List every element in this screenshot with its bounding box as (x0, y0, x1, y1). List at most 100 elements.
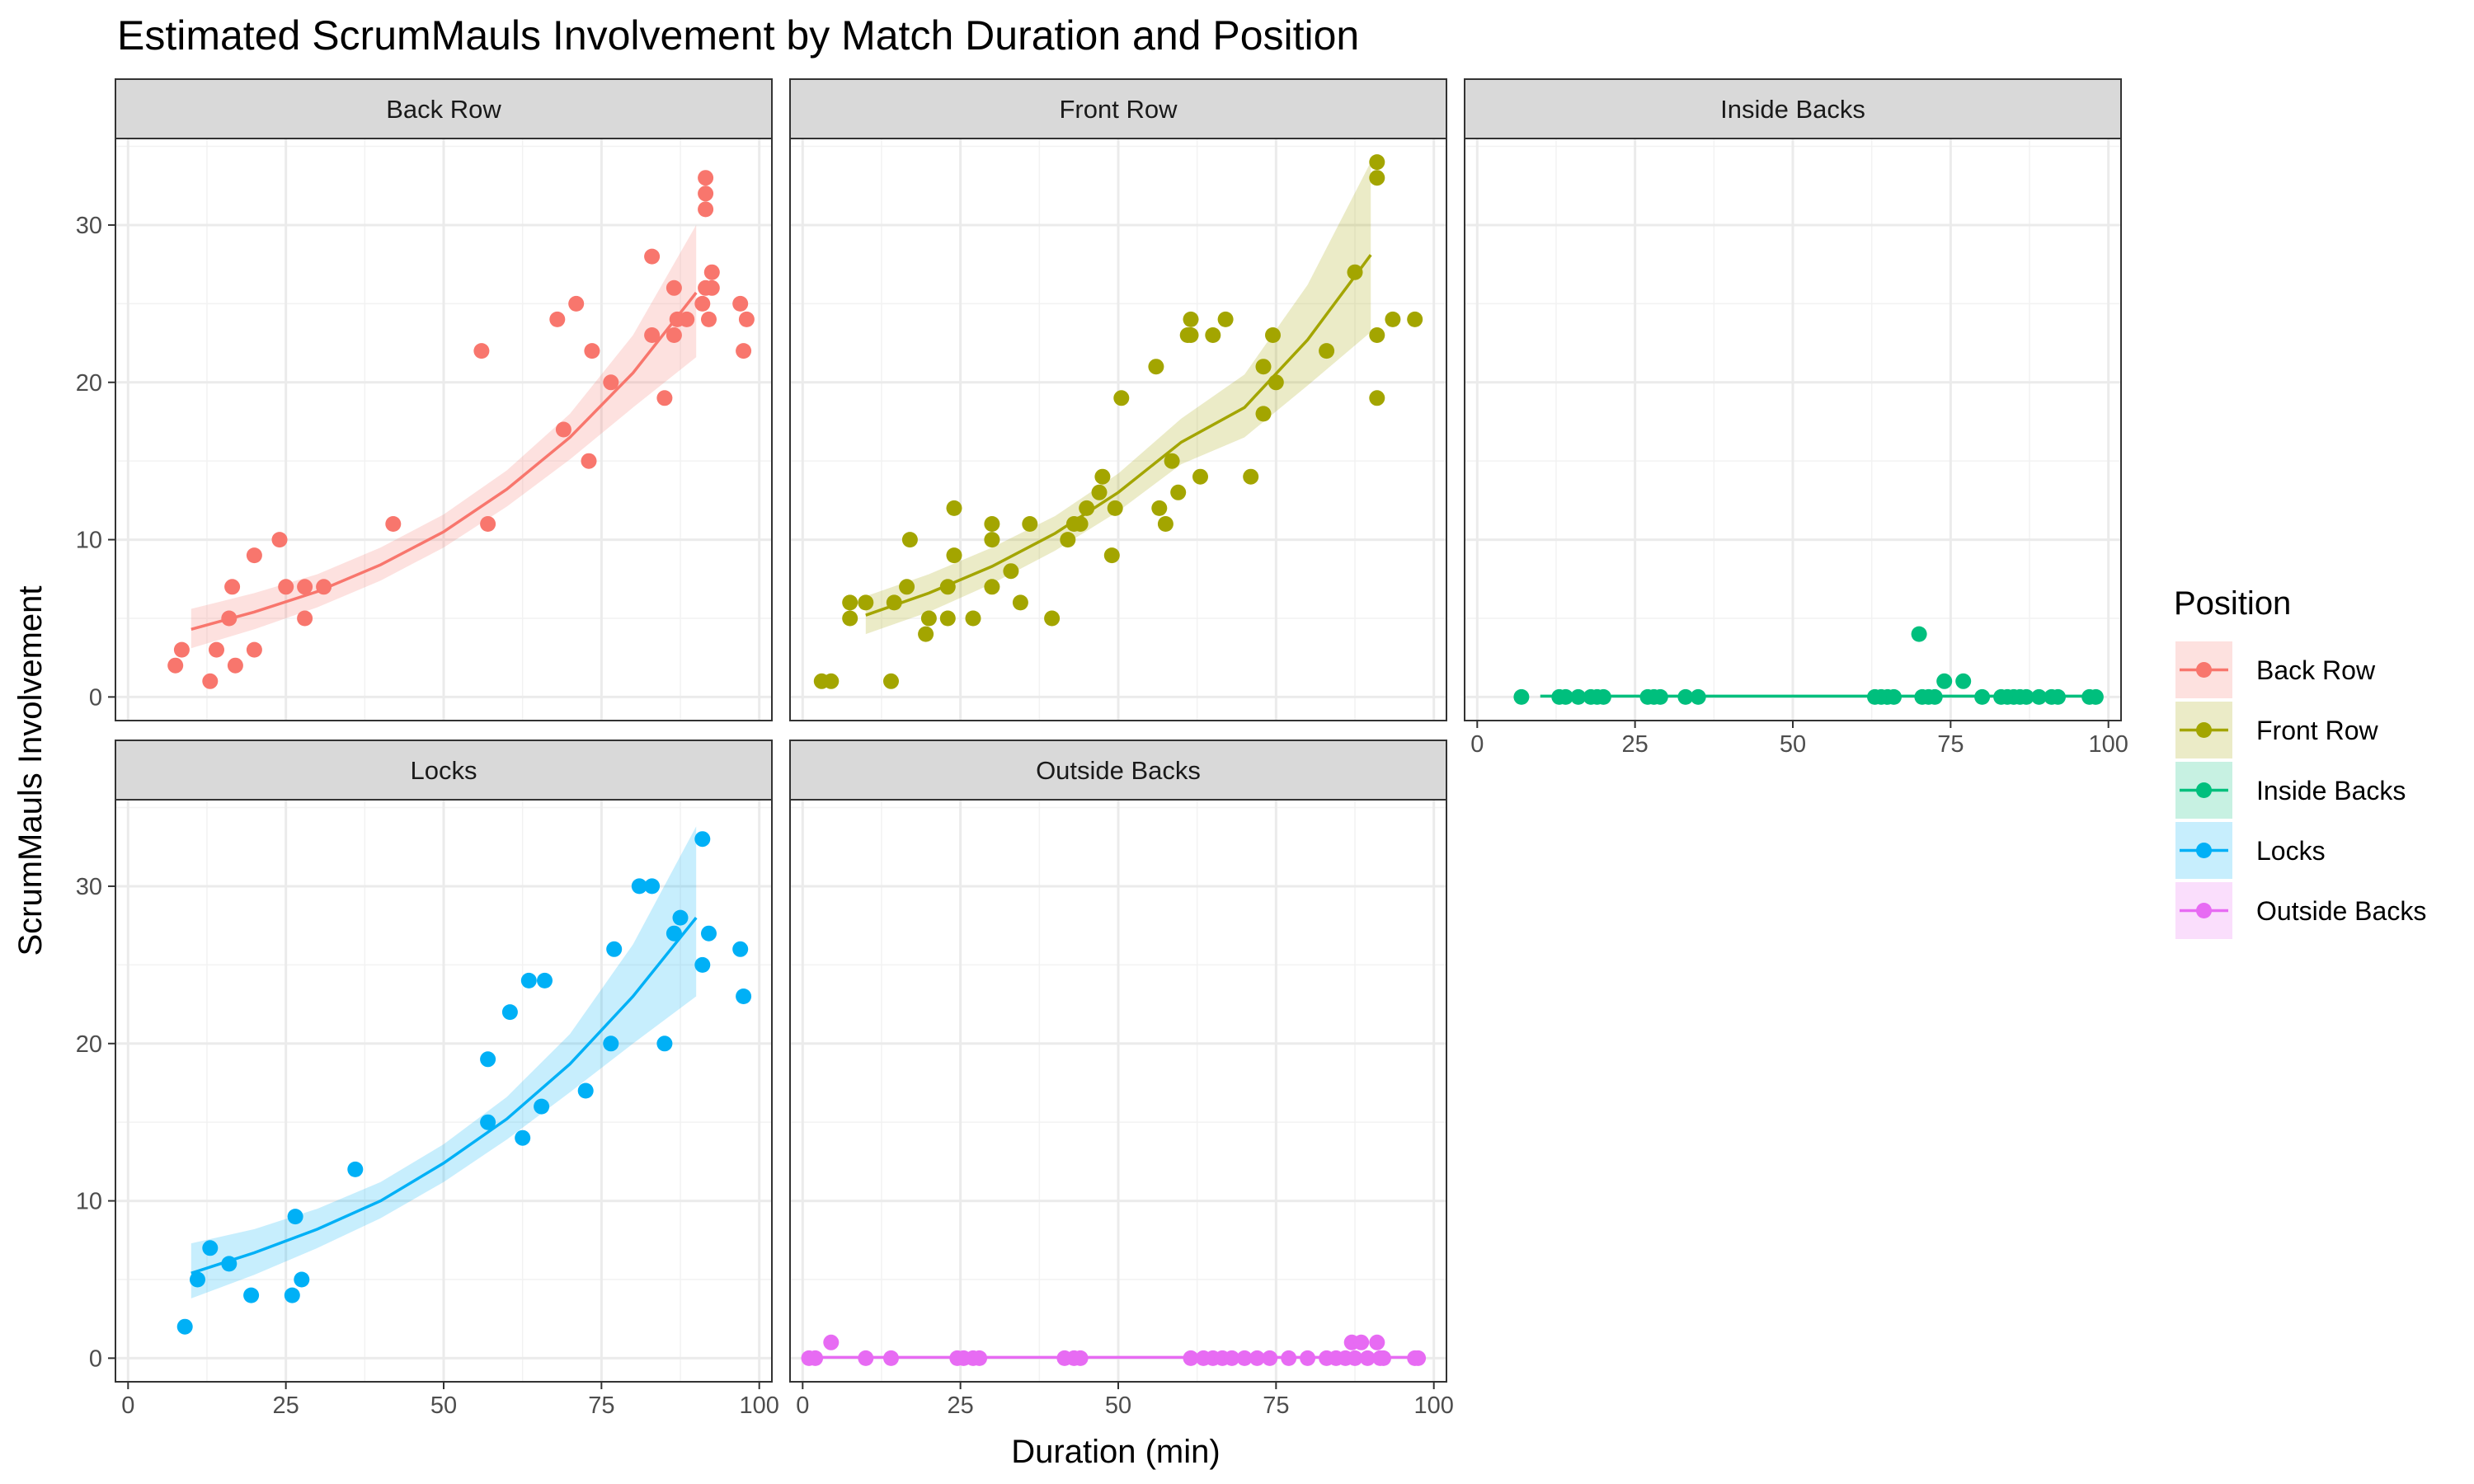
data-point (736, 343, 752, 359)
legend-label: Back Row (2256, 655, 2376, 685)
gridlines (790, 139, 1446, 721)
legend-key-point (2196, 722, 2212, 738)
data-point (631, 878, 647, 895)
data-point (2087, 688, 2104, 705)
data-point (243, 1287, 260, 1303)
data-point (971, 1350, 988, 1366)
data-point (271, 532, 288, 548)
data-point (823, 673, 840, 689)
data-point (1091, 484, 1108, 500)
data-point (984, 579, 1000, 595)
facet-strip (115, 78, 773, 139)
data-point (901, 532, 918, 548)
data-point (1164, 453, 1180, 469)
data-point (297, 579, 313, 595)
data-point (224, 579, 241, 595)
data-point (1072, 1350, 1089, 1366)
data-point (1268, 374, 1284, 391)
facet-outside-backs: Outside Backs 0 25 50 75 100 (789, 740, 1454, 1419)
data-point (644, 878, 661, 895)
data-point (549, 311, 566, 327)
legend-key-point (2196, 782, 2212, 798)
data-point (694, 956, 711, 973)
data-point (227, 657, 243, 674)
data-point (1262, 1350, 1278, 1366)
legend-label: Outside Backs (2256, 896, 2426, 926)
data-point (701, 925, 717, 942)
data-point (555, 421, 571, 438)
data-point (732, 941, 749, 957)
data-point (703, 264, 720, 280)
data-point (807, 1350, 824, 1366)
data-point (984, 516, 1000, 532)
x-tick-label: 75 (588, 1392, 614, 1419)
data-point (1072, 516, 1089, 532)
data-point (899, 579, 915, 595)
data-point (694, 831, 711, 848)
data-point (1183, 311, 1199, 327)
data-point (1369, 1334, 1385, 1350)
data-point (1224, 1350, 1240, 1366)
legend-item-locks: Locks (2175, 822, 2326, 879)
y-tick-label: 30 (76, 874, 102, 900)
points-locks (176, 831, 752, 1335)
points-outside-backs (801, 1334, 1427, 1366)
data-point (1255, 359, 1272, 375)
x-tick-label: 75 (1263, 1392, 1289, 1419)
data-point (1369, 154, 1385, 171)
data-point (1595, 688, 1611, 705)
data-point (939, 610, 956, 627)
data-point (2018, 688, 2034, 705)
x-tick-label: 50 (430, 1392, 457, 1419)
data-point (1558, 688, 1573, 705)
x-tick-label: 25 (948, 1392, 974, 1419)
data-point (190, 1271, 205, 1288)
facet-back-row: Back Row 0 10 20 30 (76, 78, 773, 721)
data-point (858, 1350, 874, 1366)
data-point (606, 941, 623, 957)
data-point (480, 1114, 496, 1130)
data-point (1677, 688, 1694, 705)
facet-front-row: Front Row (789, 78, 1447, 721)
data-point (221, 1256, 238, 1272)
confidence-band-locks (190, 826, 697, 1298)
legend: Position Back Row Front Row Inside Backs Lo… (2174, 585, 2426, 939)
data-point (656, 390, 673, 406)
facet-strip (789, 78, 1447, 139)
data-point (918, 626, 934, 642)
data-point (385, 516, 402, 532)
x-tick-label: 50 (1105, 1392, 1131, 1419)
data-point (167, 657, 184, 674)
data-point (666, 925, 682, 942)
data-point (1060, 532, 1076, 548)
data-point (656, 1036, 673, 1052)
data-point (603, 1036, 619, 1052)
y-tick-label: 20 (76, 370, 102, 397)
facet-strip-label: Front Row (1060, 95, 1178, 124)
data-point (1157, 516, 1174, 532)
data-point (736, 989, 752, 1004)
data-point (1113, 390, 1130, 406)
data-point (1652, 688, 1668, 705)
facet-strip (789, 740, 1447, 801)
data-point (644, 248, 661, 265)
gridlines (115, 800, 772, 1382)
legend-key-point (2196, 903, 2212, 918)
x-tick-label: 0 (121, 1392, 134, 1419)
data-point (698, 201, 714, 218)
data-point (1974, 688, 1991, 705)
data-point (1170, 484, 1187, 500)
facet-panels: Back Row 0 10 20 30 Front Row Inside Backs 0 25 5… (76, 78, 2128, 1419)
y-tick-label: 30 (76, 213, 102, 239)
data-point (173, 641, 190, 658)
data-point (1012, 594, 1028, 611)
data-point (1347, 1350, 1363, 1366)
data-point (1407, 311, 1423, 327)
y-tick-label: 0 (89, 684, 102, 711)
x-tick-label: 25 (1622, 731, 1649, 758)
data-point (1359, 1350, 1376, 1366)
data-point (2031, 688, 2047, 705)
facet-strip-label: Inside Backs (1720, 95, 1865, 124)
data-point (1217, 311, 1234, 327)
data-point (176, 1318, 193, 1335)
